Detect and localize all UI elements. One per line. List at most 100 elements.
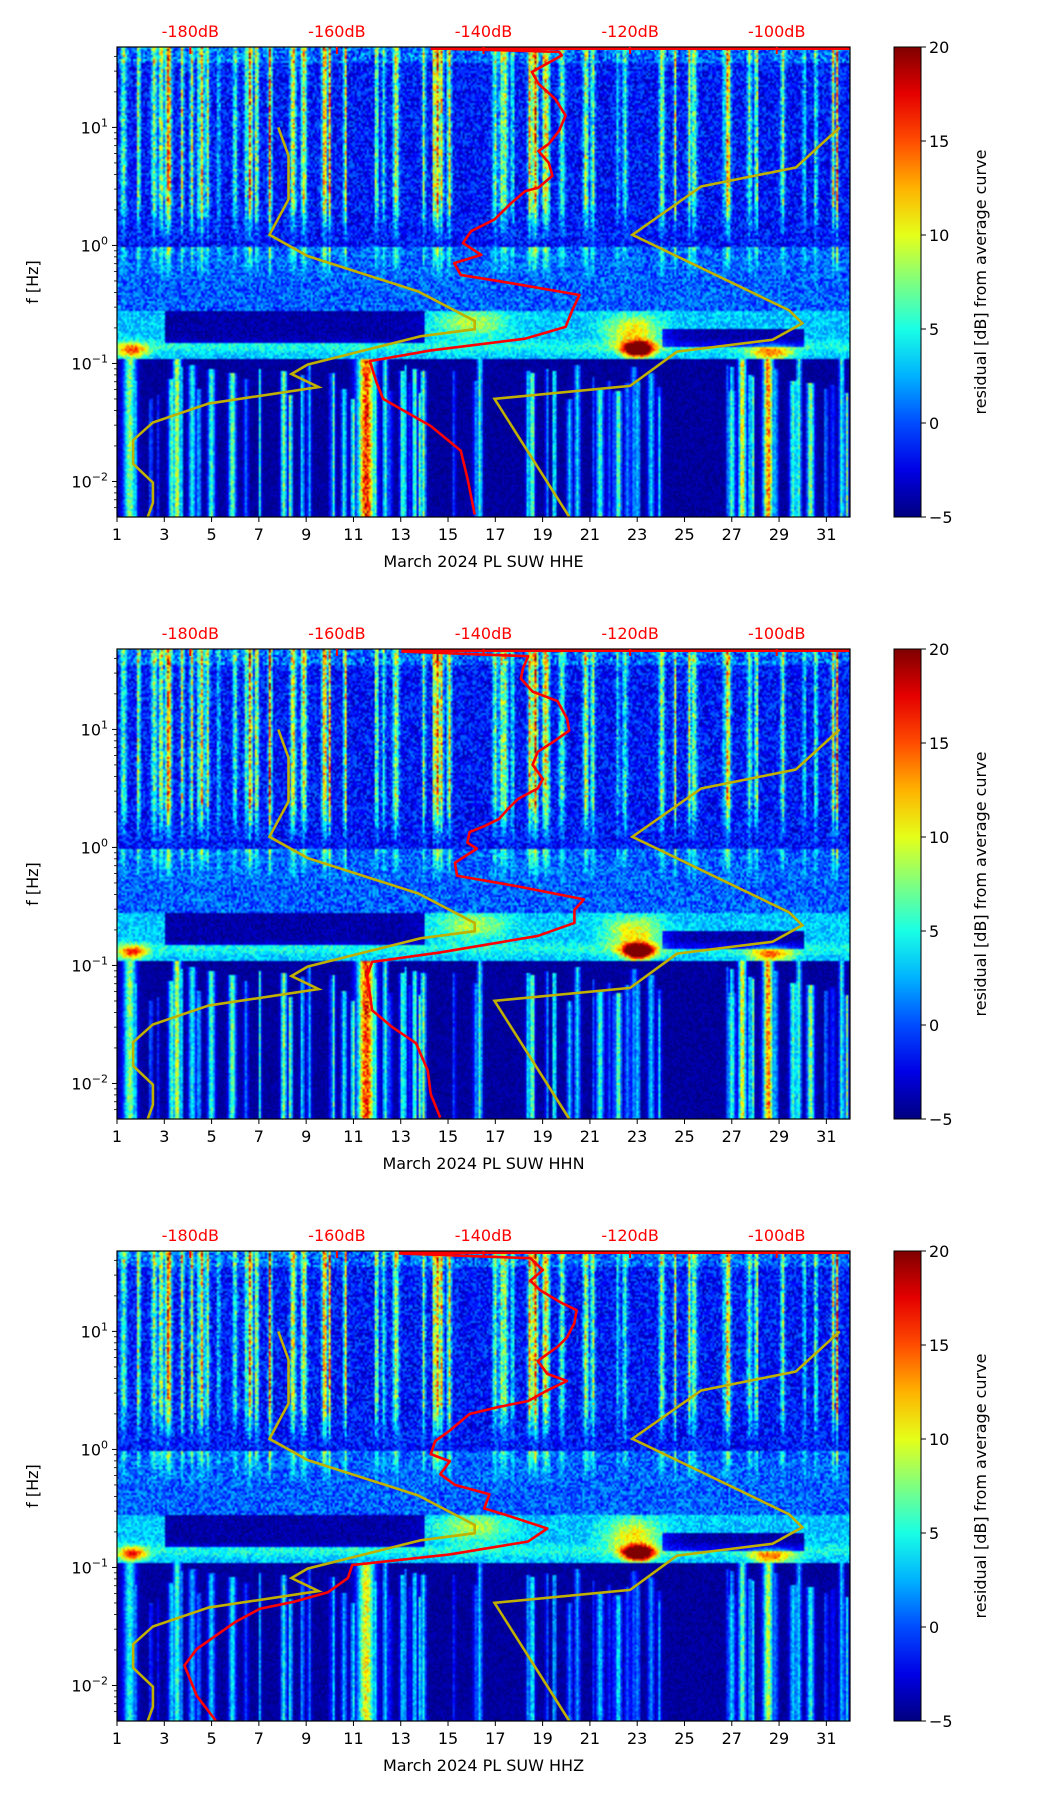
x-tick-label: 29 [769,1729,789,1748]
x-tick-label: 31 [816,1729,836,1748]
plot-frame [116,46,851,518]
x-tick-label: 5 [206,525,216,544]
y-tick-label: 10−1 [71,352,108,373]
x-tick-label: 21 [580,525,600,544]
x-tick-label: 13 [391,525,411,544]
y-tick-label: 101 [81,1320,108,1341]
y-tick-label: 10−1 [71,1556,108,1577]
median-psd-curve [368,47,581,515]
plot-frame [116,648,851,1120]
colorbar-tick-label: 10 [929,828,949,847]
colorbar [893,1250,922,1722]
x-tick-label: 7 [254,1729,264,1748]
colorbar-tick-label: 5 [929,1524,939,1543]
y-tick-label: 10−2 [71,470,108,491]
y-tick-label: 10−2 [71,1072,108,1093]
x-tick-label: 23 [627,1729,647,1748]
x-axis-label: March 2024 PL SUW HHN [382,1154,584,1173]
x-tick-label: 27 [722,525,742,544]
colorbar-tick-label: 20 [929,38,949,57]
y-tick-label: 10−1 [71,954,108,975]
x-tick-label: 29 [769,525,789,544]
x-tick-label: 23 [627,525,647,544]
x-tick-label: 13 [391,1127,411,1146]
x-tick-label: 7 [254,1127,264,1146]
x-tick-label: 17 [485,525,505,544]
top-db-tick-label: -120dB [601,22,658,41]
top-db-tick-label: -160dB [308,1226,365,1245]
colorbar-label: residual [dB] from average curve [971,752,990,1017]
colorbar-tick-label: 5 [929,320,939,339]
top-db-tick-label: -180dB [162,624,219,643]
colorbar-tick-label: 10 [929,1430,949,1449]
colorbar-tick-label: 20 [929,1242,949,1261]
x-tick-label: 5 [206,1127,216,1146]
top-db-tick-label: -120dB [601,624,658,643]
x-tick-label: 25 [674,525,694,544]
colorbar-tick-label: −5 [929,508,953,527]
x-tick-label: 27 [722,1127,742,1146]
top-db-tick-label: -100dB [748,1226,805,1245]
colorbar-tick-label: 15 [929,734,949,753]
colorbar [893,648,922,1120]
median-psd-curve [183,1252,578,1722]
x-tick-label: 3 [159,1127,169,1146]
x-tick-label: 1 [112,1127,122,1146]
high-noise-model-line [492,728,841,1120]
colorbar-tick-label: 5 [929,922,939,941]
colorbar-label: residual [dB] from average curve [971,1354,990,1619]
x-tick-label: 29 [769,1127,789,1146]
colorbar-tick-label: −5 [929,1712,953,1731]
x-tick-label: 15 [438,525,458,544]
x-tick-label: 9 [301,1127,311,1146]
y-axis-label: f [Hz] [23,260,42,304]
x-axis-label: March 2024 PL SUW HHE [383,552,583,571]
x-tick-label: 15 [438,1729,458,1748]
y-tick-label: 100 [81,1438,108,1459]
x-tick-label: 7 [254,525,264,544]
y-tick-label: 101 [81,116,108,137]
top-db-tick-label: -140dB [455,624,512,643]
median-psd-curve [365,650,586,1119]
top-db-tick-label: -120dB [601,1226,658,1245]
y-tick-label: 100 [81,836,108,857]
colorbar-tick-label: 0 [929,1016,939,1035]
top-db-tick-label: -140dB [455,22,512,41]
x-tick-label: 9 [301,525,311,544]
top-db-tick-label: -100dB [748,624,805,643]
y-axis-label: f [Hz] [23,862,42,906]
x-tick-label: 3 [159,525,169,544]
x-tick-label: 21 [580,1729,600,1748]
x-tick-label: 13 [391,1729,411,1748]
high-noise-model-line [492,1330,841,1722]
x-tick-label: 17 [485,1127,505,1146]
y-axis-label: f [Hz] [23,1464,42,1508]
x-tick-label: 19 [532,1127,552,1146]
y-tick-label: 10−2 [71,1674,108,1695]
top-db-tick-label: -160dB [308,22,365,41]
top-db-tick-label: -100dB [748,22,805,41]
colorbar-label: residual [dB] from average curve [971,150,990,415]
x-tick-label: 5 [206,1729,216,1748]
x-tick-label: 17 [485,1729,505,1748]
x-tick-label: 23 [627,1127,647,1146]
top-db-tick-label: -180dB [162,22,219,41]
colorbar-tick-label: 15 [929,1336,949,1355]
x-tick-label: 25 [674,1127,694,1146]
colorbar-tick-label: 15 [929,132,949,151]
x-tick-label: 31 [816,525,836,544]
x-tick-label: 3 [159,1729,169,1748]
low-noise-model-line [131,1330,477,1722]
colorbar [893,46,922,518]
top-db-tick-label: -160dB [308,624,365,643]
y-tick-label: 100 [81,234,108,255]
x-axis-label: March 2024 PL SUW HHZ [383,1756,584,1775]
top-db-tick-label: -180dB [162,1226,219,1245]
y-tick-label: 101 [81,718,108,739]
x-tick-label: 1 [112,1729,122,1748]
colorbar-tick-label: 0 [929,1618,939,1637]
